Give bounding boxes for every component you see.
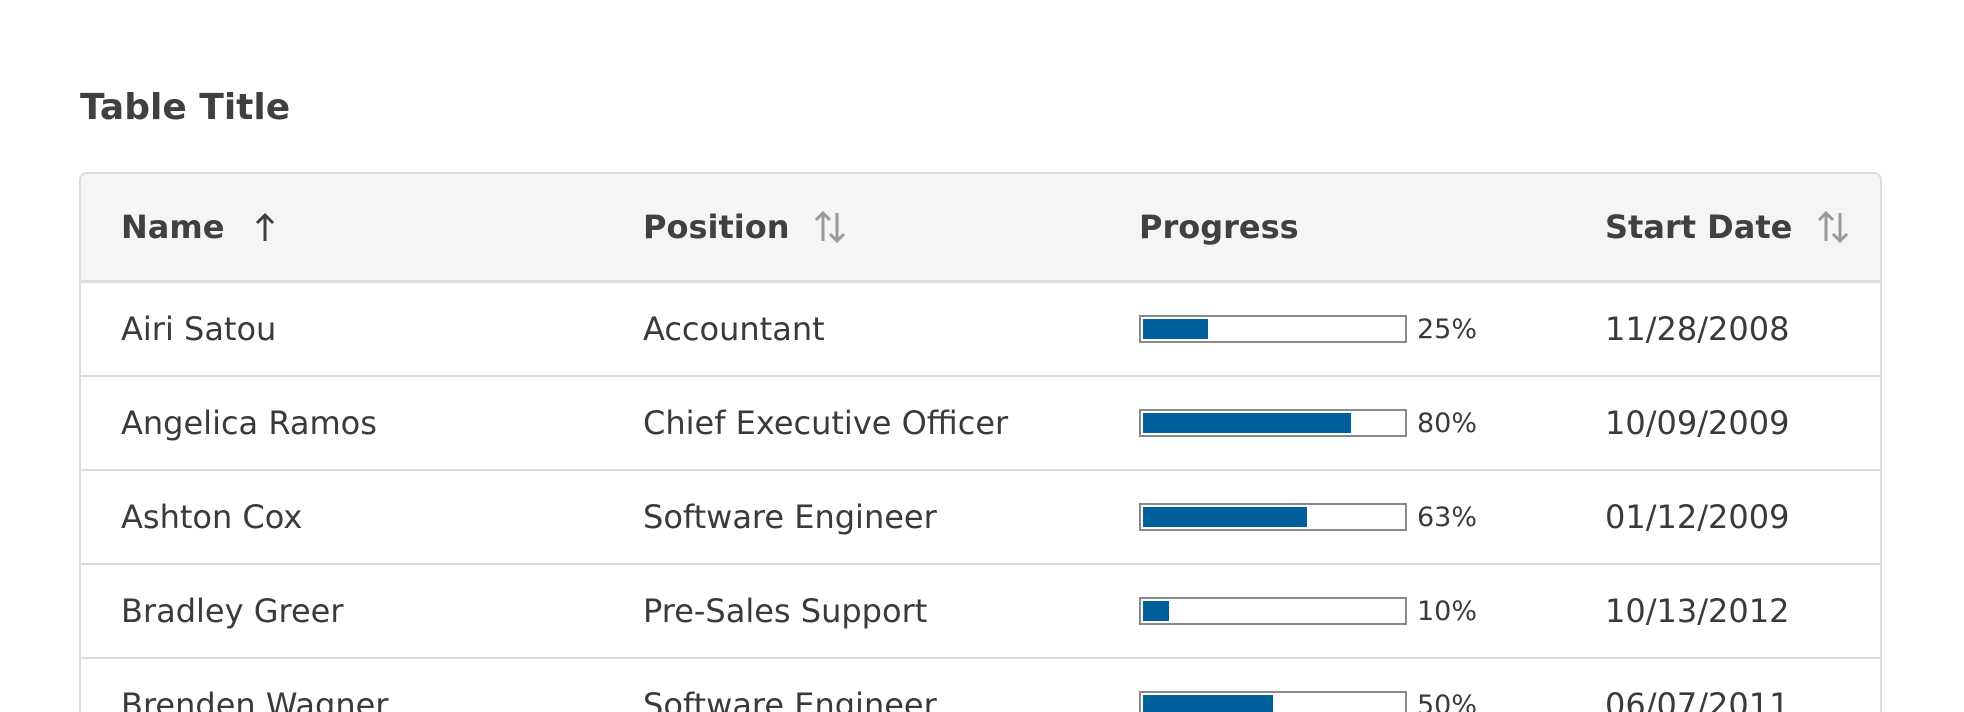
table-row: Angelica Ramos Chief Executive Officer 8…	[81, 377, 1880, 471]
cell-position: Pre-Sales Support	[643, 592, 928, 630]
cell-progress: 80%	[1139, 377, 1477, 469]
table-row: Airi Satou Accountant 25% 11/28/2008	[81, 283, 1880, 377]
progress-label: 25%	[1417, 313, 1478, 345]
table-header-row: Name Position	[81, 174, 1880, 283]
progress-fill	[1143, 601, 1169, 621]
column-header-label: Position	[643, 208, 790, 246]
progress-bar	[1139, 691, 1407, 712]
cell-position: Software Engineer	[643, 498, 937, 536]
progress-fill	[1143, 413, 1351, 433]
progress-label: 80%	[1417, 407, 1478, 439]
cell-start-date: 10/13/2012	[1605, 592, 1790, 630]
progress-fill	[1143, 507, 1307, 527]
table-row: Bradley Greer Pre-Sales Support 10% 10/1…	[81, 565, 1880, 659]
cell-position: Accountant	[643, 310, 825, 348]
progress-fill	[1143, 319, 1208, 339]
cell-start-date: 01/12/2009	[1605, 498, 1790, 536]
column-header-label: Name	[121, 208, 225, 246]
column-header-position[interactable]: Position	[643, 174, 847, 280]
progress-label: 10%	[1417, 595, 1478, 627]
cell-position: Chief Executive Officer	[643, 404, 1009, 442]
progress-label: 63%	[1417, 501, 1478, 533]
cell-name: Bradley Greer	[121, 592, 344, 630]
cell-progress: 50%	[1139, 659, 1477, 712]
table-row: Brenden Wagner Software Engineer 50% 06/…	[81, 659, 1880, 712]
column-header-name[interactable]: Name	[121, 174, 282, 280]
cell-name: Angelica Ramos	[121, 404, 377, 442]
progress-bar	[1139, 409, 1407, 437]
progress-label: 50%	[1417, 689, 1478, 712]
cell-progress: 25%	[1139, 283, 1477, 375]
data-table: Name Position	[79, 172, 1882, 712]
arrow-up-icon[interactable]	[248, 207, 282, 247]
progress-fill	[1143, 695, 1273, 712]
progress-bar	[1139, 597, 1407, 625]
column-header-start-date[interactable]: Start Date	[1605, 174, 1850, 280]
sort-updown-icon[interactable]	[1816, 207, 1850, 247]
progress-bar	[1139, 503, 1407, 531]
progress-bar	[1139, 315, 1407, 343]
sort-updown-icon[interactable]	[813, 207, 847, 247]
cell-progress: 10%	[1139, 565, 1477, 657]
cell-start-date: 11/28/2008	[1605, 310, 1790, 348]
column-header-label: Start Date	[1605, 208, 1793, 246]
cell-start-date: 10/09/2009	[1605, 404, 1790, 442]
cell-name: Airi Satou	[121, 310, 277, 348]
cell-progress: 63%	[1139, 471, 1477, 563]
column-header-progress: Progress	[1139, 174, 1299, 280]
cell-name: Brenden Wagner	[121, 686, 389, 712]
cell-position: Software Engineer	[643, 686, 937, 712]
column-header-label: Progress	[1139, 208, 1299, 246]
cell-name: Ashton Cox	[121, 498, 303, 536]
table-row: Ashton Cox Software Engineer 63% 01/12/2…	[81, 471, 1880, 565]
table-title: Table Title	[80, 87, 291, 128]
cell-start-date: 06/07/2011	[1605, 686, 1790, 712]
